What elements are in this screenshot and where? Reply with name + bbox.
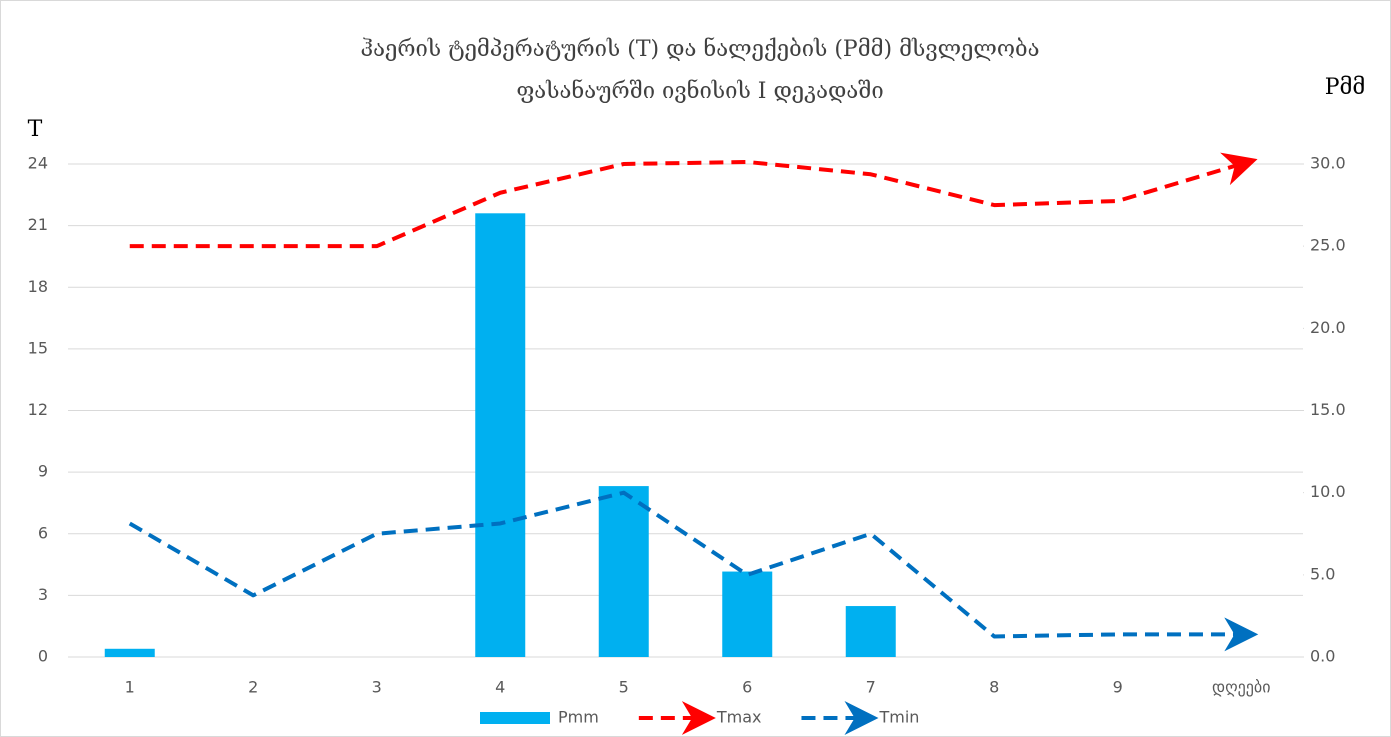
y2-tick-label: 0.0 xyxy=(1310,647,1335,666)
x-tick-label: 4 xyxy=(495,678,505,697)
y-tick-label: 18 xyxy=(28,277,48,296)
legend-label: Pmm xyxy=(558,708,599,727)
bar xyxy=(104,648,155,657)
bar xyxy=(845,606,896,657)
y-axis-label: T xyxy=(28,117,43,142)
legend-swatch xyxy=(480,712,550,724)
x-tick-label: 1 xyxy=(125,678,135,697)
y-tick-label: 0 xyxy=(38,647,48,666)
y2-tick-label: 10.0 xyxy=(1310,482,1346,501)
y-tick-label: 15 xyxy=(28,338,48,357)
x-tick-label: დღეები xyxy=(1212,678,1270,697)
line-series xyxy=(129,152,1258,249)
y-tick-label: 3 xyxy=(38,585,48,604)
x-tick-label: 5 xyxy=(619,678,629,697)
y2-tick-label: 30.0 xyxy=(1310,154,1346,173)
y-tick-label: 24 xyxy=(28,154,48,173)
x-tick-label: 6 xyxy=(742,678,752,697)
x-tick-label: 9 xyxy=(1113,678,1123,697)
x-tick-label: 7 xyxy=(866,678,876,697)
chart-title: ფასანაურში ივნისის I დეკადაში xyxy=(516,78,883,104)
x-tick-label: 2 xyxy=(248,678,258,697)
y2-tick-label: 15.0 xyxy=(1310,400,1346,419)
bar xyxy=(722,571,773,657)
legend-label: Tmin xyxy=(878,708,919,727)
y2-axis-label: Pმმ xyxy=(1325,75,1366,100)
y2-tick-label: 20.0 xyxy=(1310,318,1346,337)
bar xyxy=(475,213,526,658)
y-tick-label: 12 xyxy=(28,400,48,419)
y2-tick-label: 25.0 xyxy=(1310,236,1346,255)
x-tick-label: 8 xyxy=(989,678,999,697)
x-tick-label: 3 xyxy=(372,678,382,697)
chart-title: ჰაერის ტემპერატურის (T) და ნალექების (Pმ… xyxy=(361,36,1040,62)
y2-tick-label: 5.0 xyxy=(1310,564,1335,583)
bar xyxy=(598,486,649,657)
line-series xyxy=(128,490,1259,652)
y-tick-label: 6 xyxy=(38,523,48,542)
y-tick-label: 21 xyxy=(28,215,48,234)
y-tick-label: 9 xyxy=(38,462,48,481)
legend-label: Tmax xyxy=(716,708,762,727)
